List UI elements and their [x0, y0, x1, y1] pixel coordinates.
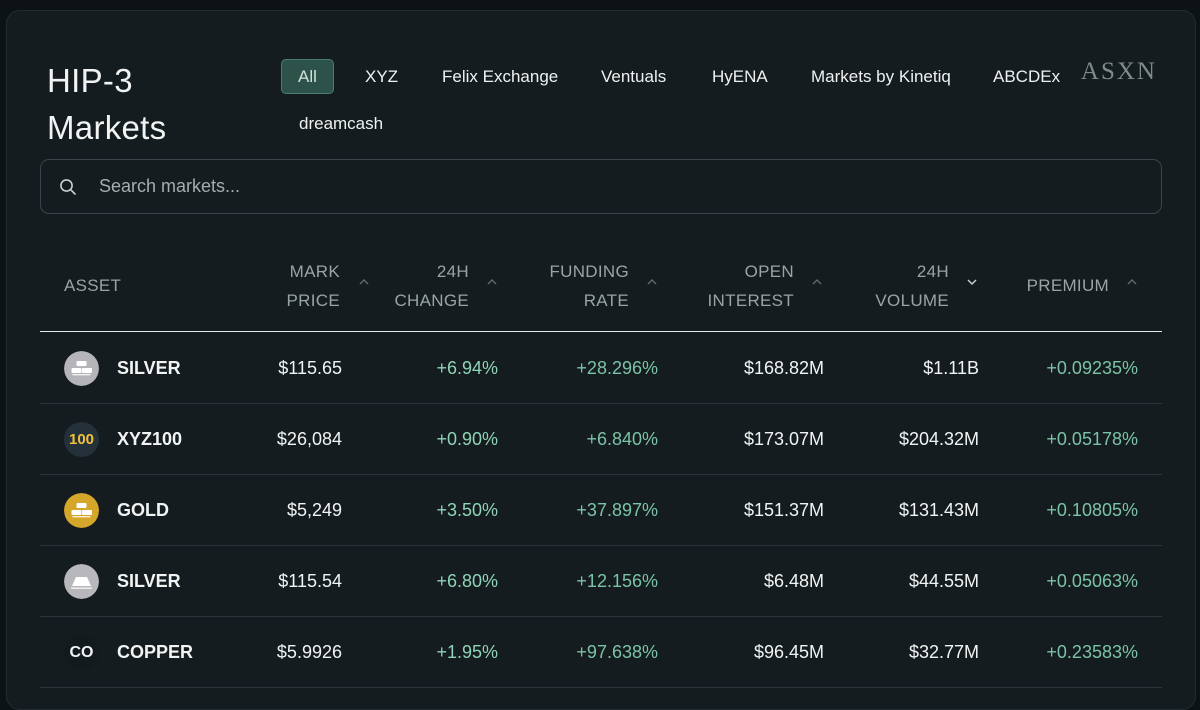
funding-rate: +97.638%	[576, 642, 658, 662]
column-header-mark-price[interactable]: MARK PRICE	[240, 252, 370, 318]
volume-24h: $131.43M	[898, 500, 979, 520]
asset-name[interactable]: SILVER	[117, 358, 181, 378]
open-interest: $151.37M	[743, 500, 824, 520]
asset-name[interactable]: GOLD	[117, 500, 169, 520]
sort-asc-icon[interactable]	[646, 276, 658, 288]
table-row[interactable]: SILVER $115.54 +6.80% +12.156% $6.48M $4…	[40, 546, 1162, 617]
column-header-premium[interactable]: PREMIUM	[1000, 271, 1138, 337]
sort-desc-icon[interactable]	[966, 276, 978, 288]
change-label-2: CHANGE	[394, 291, 469, 310]
page-title-line2: Markets	[47, 109, 167, 146]
page-title: HIP-3 Markets	[47, 57, 267, 151]
column-header-24h-change[interactable]: 24H CHANGE	[370, 252, 498, 318]
mark-price-label-2: PRICE	[286, 291, 340, 310]
asset-name[interactable]: SILVER	[117, 571, 181, 591]
premium: +0.05178%	[1046, 429, 1138, 449]
sort-asc-icon[interactable]	[486, 276, 498, 288]
open-interest: $6.48M	[763, 571, 824, 591]
funding-label-1: FUNDING	[549, 262, 629, 281]
search-icon	[60, 179, 76, 195]
column-header-funding-rate[interactable]: FUNDING RATE	[510, 252, 658, 318]
change-24h: +1.95%	[436, 642, 498, 662]
change-24h: +0.90%	[436, 429, 498, 449]
gold-bars-icon	[64, 493, 99, 528]
page-title-line1: HIP-3	[47, 62, 133, 99]
oi-label-1: OPEN	[744, 262, 794, 281]
search-box	[40, 159, 1162, 214]
volume-24h: $44.55M	[908, 571, 979, 591]
funding-rate: +37.897%	[576, 500, 658, 520]
open-interest: $96.45M	[753, 642, 824, 662]
premium-label: PREMIUM	[1026, 276, 1109, 295]
change-24h: +6.80%	[436, 571, 498, 591]
change-24h: +6.94%	[436, 358, 498, 378]
mark-price: $26,084	[276, 429, 342, 449]
table-header: ASSET MARK PRICE 24H CHANGE FUNDING RATE…	[40, 252, 1162, 332]
mark-price: $115.65	[278, 358, 342, 378]
volume-24h: $204.32M	[898, 429, 979, 449]
tab-markets-by-kinetiq[interactable]: Markets by Kinetiq	[811, 67, 951, 86]
column-header-open-interest[interactable]: OPEN INTEREST	[680, 252, 823, 318]
mark-price: $5.9926	[276, 642, 342, 662]
silver-bars-icon	[64, 351, 99, 386]
open-interest: $173.07M	[743, 429, 824, 449]
funding-rate: +12.156%	[576, 571, 658, 591]
brand-logo: ASXN	[1080, 58, 1157, 85]
mark-price-label-1: MARK	[289, 262, 340, 281]
mark-price: $115.54	[278, 571, 342, 591]
column-header-asset[interactable]: ASSET	[64, 276, 122, 295]
oi-label-2: INTEREST	[707, 291, 794, 310]
sort-asc-icon[interactable]	[811, 276, 823, 288]
asset-name[interactable]: XYZ100	[117, 429, 183, 449]
tab-abcdex[interactable]: ABCDEx	[993, 67, 1061, 86]
tab-all[interactable]: All	[281, 59, 334, 94]
volume-24h: $32.77M	[908, 642, 979, 662]
mark-price: $5,249	[286, 500, 342, 520]
tab-dreamcash[interactable]: dreamcash	[299, 114, 384, 133]
xyz100-icon: 100	[64, 422, 99, 457]
tab-felix-exchange[interactable]: Felix Exchange	[442, 67, 559, 86]
table-row[interactable]: 100 XYZ100 $26,084 +0.90% +6.840% $173.0…	[40, 404, 1162, 475]
tab-ventuals[interactable]: Ventuals	[601, 67, 667, 86]
premium: +0.05063%	[1046, 571, 1138, 591]
table-row[interactable]: SILVER $115.65 +6.94% +28.296% $168.82M …	[40, 333, 1162, 404]
volume-label-1: 24H	[916, 262, 949, 281]
change-24h: +3.50%	[436, 500, 498, 520]
volume-label-2: VOLUME	[875, 291, 949, 310]
volume-24h: $1.11B	[923, 358, 979, 378]
markets-panel: HIP-3 Markets All XYZ Felix Exchange Ven…	[6, 10, 1196, 710]
premium: +0.10805%	[1046, 500, 1138, 520]
premium: +0.23583%	[1046, 642, 1138, 662]
copper-badge-text: CO	[69, 644, 94, 661]
funding-rate: +6.840%	[586, 429, 658, 449]
change-label-1: 24H	[436, 262, 469, 281]
copper-icon: CO	[64, 635, 99, 670]
sort-asc-icon[interactable]	[1126, 276, 1138, 288]
premium: +0.09235%	[1046, 358, 1138, 378]
tab-xyz[interactable]: XYZ	[365, 67, 399, 86]
asset-name[interactable]: COPPER	[117, 642, 194, 662]
table-row[interactable]: CO COPPER $5.9926 +1.95% +97.638% $96.45…	[40, 617, 1162, 688]
funding-label-2: RATE	[583, 291, 629, 310]
table-row[interactable]: GOLD $5,249 +3.50% +37.897% $151.37M $13…	[40, 475, 1162, 546]
open-interest: $168.82M	[743, 358, 824, 378]
xyz100-badge-text: 100	[68, 431, 95, 448]
tab-hyena[interactable]: HyENA	[712, 67, 768, 86]
sort-asc-icon[interactable]	[358, 276, 370, 288]
funding-rate: +28.296%	[576, 358, 658, 378]
column-header-24h-volume[interactable]: 24H VOLUME	[840, 252, 978, 318]
search-input[interactable]	[99, 160, 1139, 213]
silver-bar-icon	[64, 564, 99, 599]
